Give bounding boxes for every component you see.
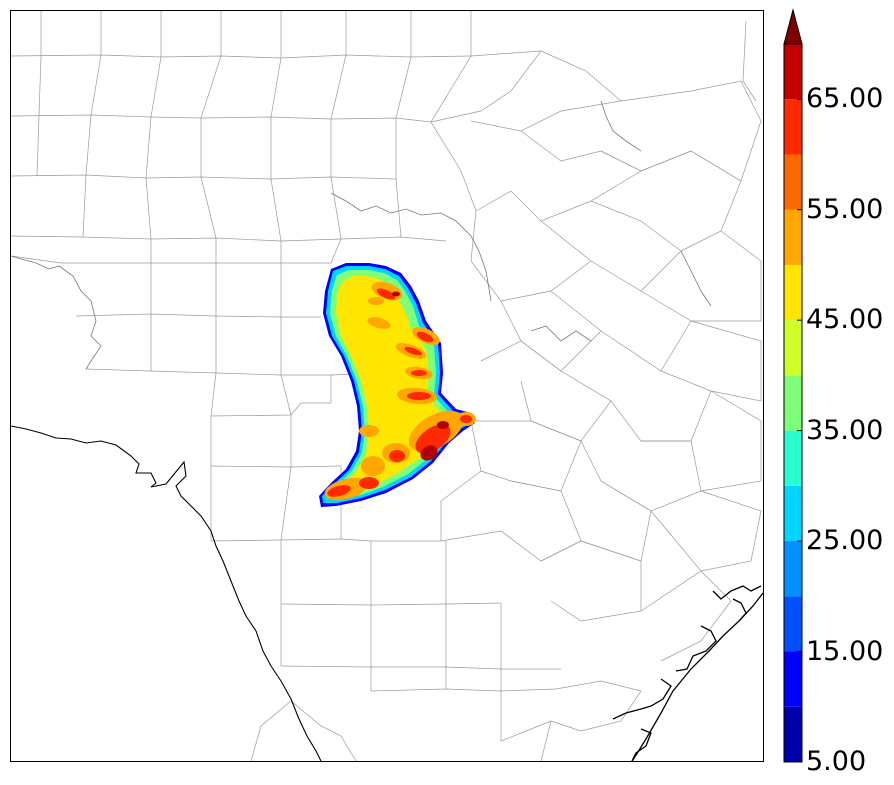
colorbar-tick-label: 35.00	[806, 414, 884, 446]
echo-red-cells	[327, 288, 472, 497]
colorbar-level-50-55	[784, 209, 802, 265]
border-line	[11, 425, 322, 761]
colorbar-tick-label: 5.00	[806, 746, 867, 777]
echo-darkred-cores	[392, 291, 449, 461]
colorbar-tick-label: 45.00	[806, 304, 884, 336]
colorbar-tick-label: 25.00	[806, 525, 884, 557]
colorbar-level-30-35	[784, 430, 802, 486]
colorbar-tick-label: 15.00	[806, 635, 884, 667]
river-borders	[11, 100, 712, 370]
colorbar-level-55-60	[784, 154, 802, 210]
colorbar-tick-label: 65.00	[806, 83, 884, 115]
county-boundaries	[11, 11, 762, 761]
reflectivity-echo	[319, 263, 476, 507]
colorbar-level-65-70	[784, 44, 802, 100]
colorbar	[783, 8, 803, 763]
colorbar-level-60-65	[784, 99, 802, 155]
colorbar-level-5-10	[784, 706, 802, 762]
colorbar-tick-label: 55.00	[806, 193, 884, 225]
colorbar-swatches	[783, 8, 803, 763]
colorbar-level-20-25	[784, 541, 802, 597]
colorbar-level-25-30	[784, 485, 802, 542]
colorbar-level-40-45	[784, 320, 802, 376]
colorbar-outline	[783, 43, 803, 763]
gulf-coastline	[612, 585, 763, 761]
colorbar-level-45-50	[784, 264, 802, 321]
colorbar-level-15-20	[784, 596, 802, 652]
colorbar-level-10-15	[784, 651, 802, 707]
colorbar-extend-arrow	[783, 8, 803, 45]
county-map	[11, 11, 763, 761]
map-panel	[10, 10, 764, 762]
colorbar-level-35-40	[784, 375, 802, 431]
